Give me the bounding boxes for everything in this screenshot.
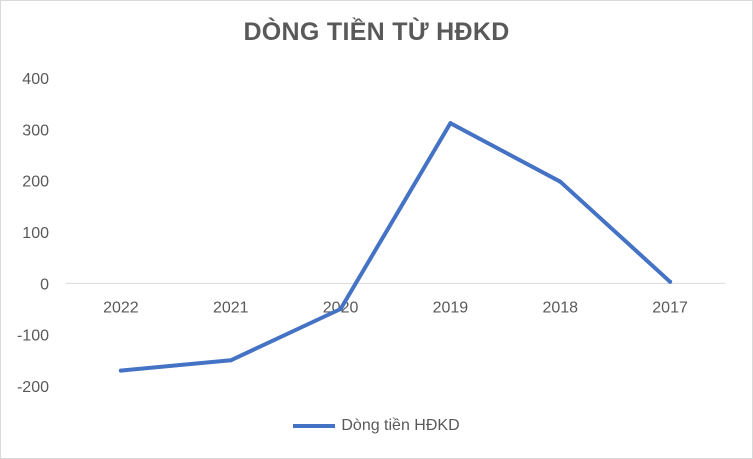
data-point — [338, 307, 343, 311]
x-tick-label: 2019 — [433, 299, 469, 316]
series-line — [118, 121, 673, 373]
y-tick-label: 100 — [22, 225, 49, 242]
legend: Dòng tiền HĐKD — [0, 417, 753, 435]
data-point — [668, 279, 673, 284]
x-tick-label: 2022 — [103, 299, 139, 316]
y-tick-label: -200 — [17, 379, 49, 396]
x-tick-label: 2021 — [213, 299, 249, 316]
y-tick-label: 0 — [40, 276, 49, 293]
legend-swatch — [293, 424, 336, 428]
chart-title: DÒNG TIỀN TỪ HĐKD — [243, 18, 510, 46]
data-point — [448, 121, 453, 126]
data-point — [228, 358, 233, 363]
y-tick-label: 400 — [22, 71, 49, 88]
x-tick-label: 2018 — [542, 299, 578, 316]
y-tick-label: 200 — [22, 174, 49, 191]
y-tick-label: 300 — [22, 122, 49, 139]
x-tick-label: 2017 — [652, 299, 688, 316]
data-point — [118, 368, 123, 373]
legend-label: Dòng tiền HĐKD — [341, 417, 460, 434]
y-tick-label: -100 — [17, 328, 49, 345]
data-point — [558, 179, 563, 184]
